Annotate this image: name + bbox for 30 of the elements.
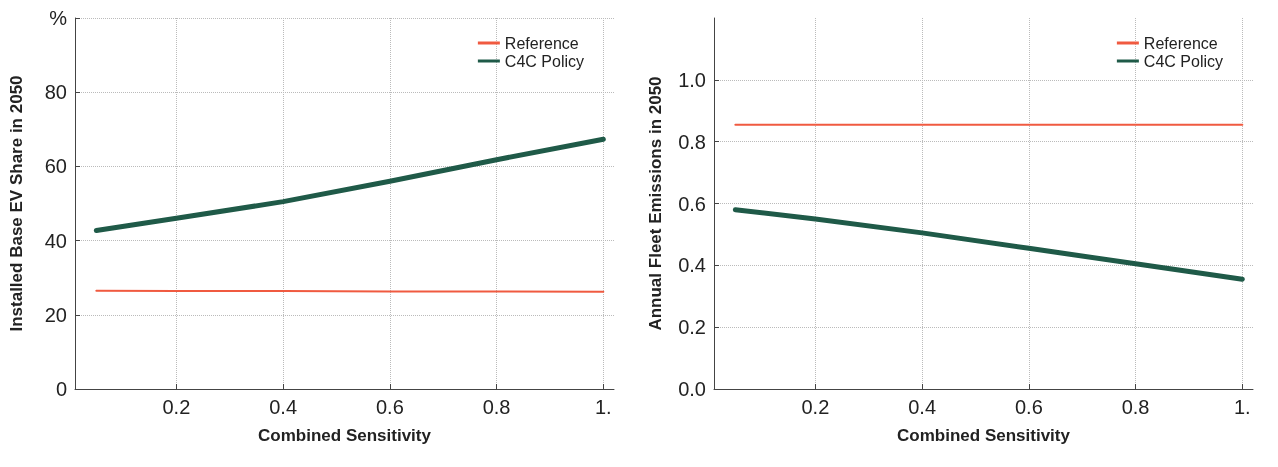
y-tick-label: 0.4 (678, 254, 706, 277)
y-tick-label: 40 (44, 229, 67, 252)
y-tick-label: 0.0 (678, 378, 706, 400)
y-tick-label: 0.8 (678, 130, 706, 153)
y-tick-label: 20 (44, 303, 67, 326)
x-tick-label: 0.6 (375, 396, 404, 418)
y-tick-label: 0 (55, 378, 67, 400)
x-tick-label: 0.4 (269, 396, 298, 418)
x-tick-label: 0.4 (908, 396, 937, 418)
x-axis-title: Combined Sensitivity (258, 426, 432, 445)
x-tick-label: 0.8 (482, 396, 511, 418)
legend-label: Reference (504, 34, 579, 52)
x-tick-label: 0.2 (162, 396, 191, 418)
x-tick-label: 0.2 (801, 396, 830, 418)
legend-label: Reference (1143, 34, 1218, 52)
x-tick-label: 1. (1233, 396, 1251, 418)
legend-label: C4C Policy (504, 52, 585, 70)
y-tick-label: 80 (44, 81, 67, 104)
x-tick-label: 0.6 (1014, 396, 1043, 418)
y-tick-label: % (49, 7, 68, 29)
y-axis-title: Annual Fleet Emissions in 2050 (646, 76, 665, 331)
x-tick-label: 0.8 (1121, 396, 1150, 418)
y-tick-label: 1.0 (678, 68, 706, 91)
y-tick-label: 0.2 (678, 316, 706, 339)
x-axis-title: Combined Sensitivity (897, 426, 1071, 445)
x-tick-label: 1. (594, 396, 612, 418)
y-axis-title: Installed Base EV Share in 2050 (7, 75, 26, 332)
y-tick-label: 0.6 (678, 192, 706, 215)
legend-label: C4C Policy (1143, 52, 1224, 70)
y-tick-label: 60 (44, 155, 67, 178)
